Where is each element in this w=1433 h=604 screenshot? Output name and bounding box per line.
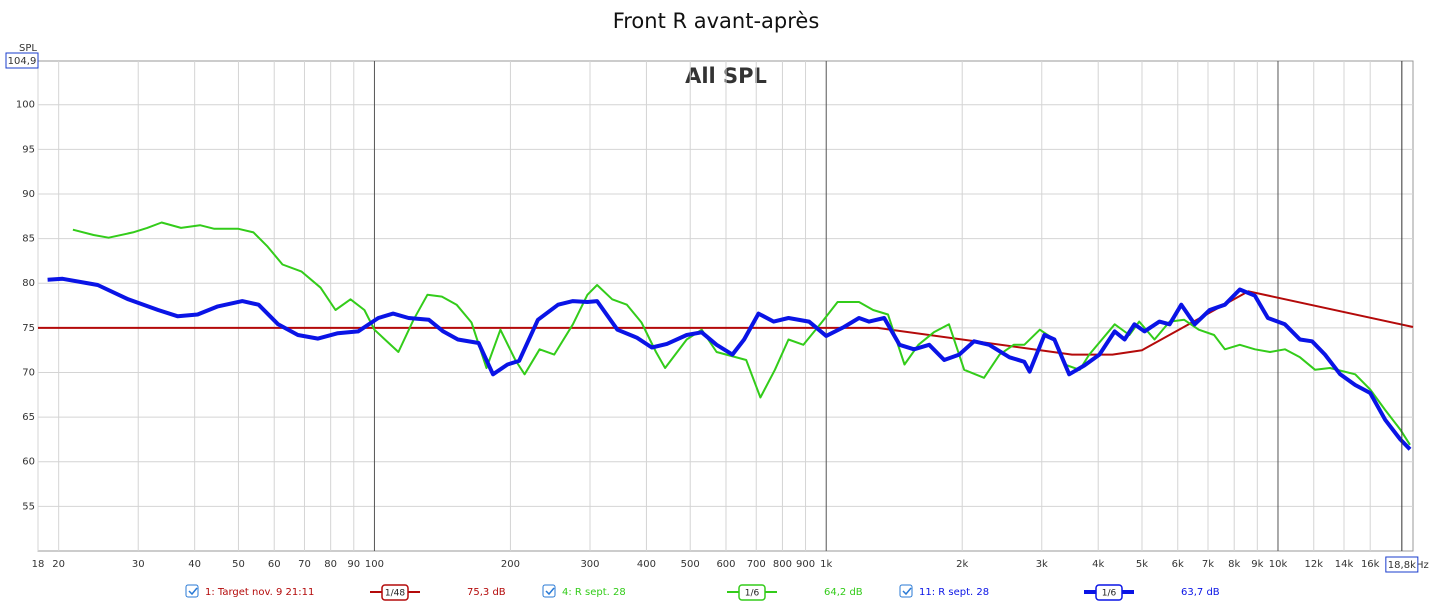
x-tick-label: 400 <box>637 559 656 570</box>
x-tick-label: 60 <box>268 559 281 570</box>
x-tick-label: 10k <box>1269 559 1288 570</box>
y-tick-label: 85 <box>22 234 35 245</box>
x-tick-label: 7k <box>1202 559 1214 570</box>
legend-item: 4: R sept. 28 1/6 64,2 dB <box>542 584 863 601</box>
y-tick-label: 55 <box>22 501 35 512</box>
legend-smoothing-box <box>381 584 409 601</box>
x-tick-label: 90 <box>347 559 360 570</box>
x-tick-label: 8k <box>1228 559 1240 570</box>
x-tick-label: 900 <box>796 559 815 570</box>
x-tick-label: 4k <box>1092 559 1104 570</box>
x-readout-box <box>1385 556 1419 573</box>
x-tick-label: 1k <box>820 559 832 570</box>
legend-level: 75,3 dB <box>467 587 506 598</box>
legend-name: 4: R sept. 28 <box>562 587 626 598</box>
x-tick-label: 16k <box>1361 559 1380 570</box>
x-tick-label: 300 <box>580 559 599 570</box>
x-tick-label: 9k <box>1251 559 1263 570</box>
legend-check <box>188 587 198 596</box>
x-tick-label: 12k <box>1305 559 1324 570</box>
y-axis-label: SPL <box>19 43 37 54</box>
x-tick-label: 40 <box>188 559 201 570</box>
x-tick-label: 14k <box>1335 559 1354 570</box>
legend-check <box>902 587 912 596</box>
legend-checkbox[interactable] <box>899 584 913 598</box>
chart-title: Front R avant-après <box>613 9 820 33</box>
legend-item: 1: Target nov. 9 21:11 1/48 75,3 dB <box>185 584 506 601</box>
legend-smoothing: 1/48 <box>385 589 405 599</box>
legend-level: 64,2 dB <box>824 587 863 598</box>
legend-item: 11: R sept. 28 1/6 63,7 dB <box>899 584 1220 601</box>
legend-smoothing-box <box>1095 584 1123 601</box>
x-tick-label: 200 <box>501 559 520 570</box>
x-tick-label: 3k <box>1036 559 1048 570</box>
x-readout-label: 18,8k <box>1388 560 1416 571</box>
legend-checkbox[interactable] <box>185 584 199 598</box>
x-unit: Hz <box>1416 560 1429 571</box>
legend-level: 63,7 dB <box>1181 587 1220 598</box>
series-line <box>72 221 1411 446</box>
legend-smoothing: 1/6 <box>1102 589 1117 599</box>
x-tick-label: 600 <box>716 559 735 570</box>
legend-smoothing-box <box>738 584 766 601</box>
y-tick-label: 75 <box>22 323 35 334</box>
x-tick-label: 18 <box>32 559 45 570</box>
x-tick-label: 6k <box>1172 559 1184 570</box>
y-tick-label: 90 <box>22 189 35 200</box>
x-tick-label: 50 <box>232 559 245 570</box>
y-tick-label: 70 <box>22 367 35 378</box>
legend-name: 1: Target nov. 9 21:11 <box>205 587 314 598</box>
y-readout-box <box>5 52 39 69</box>
y-readout-label: 104,9 <box>8 56 37 67</box>
x-tick-label: 5k <box>1136 559 1148 570</box>
y-tick-label: 65 <box>22 412 35 423</box>
series-line <box>47 276 1412 451</box>
x-tick-label: 500 <box>681 559 700 570</box>
y-tick-label: 80 <box>22 278 35 289</box>
x-tick-label: 30 <box>132 559 145 570</box>
legend-name: 11: R sept. 28 <box>919 587 989 598</box>
x-tick-label: 80 <box>324 559 337 570</box>
legend-checkbox[interactable] <box>542 584 556 598</box>
x-tick-label: 70 <box>298 559 311 570</box>
y-tick-label: 100 <box>16 100 35 111</box>
x-tick-label: 20 <box>52 559 65 570</box>
x-tick-label: 800 <box>773 559 792 570</box>
legend-check <box>545 587 555 596</box>
x-tick-label: 100 <box>365 559 384 570</box>
y-tick-label: 60 <box>22 457 35 468</box>
x-tick-label: 700 <box>747 559 766 570</box>
y-tick-label: 95 <box>22 144 35 155</box>
legend-smoothing: 1/6 <box>745 589 760 599</box>
x-tick-label: 2k <box>956 559 968 570</box>
